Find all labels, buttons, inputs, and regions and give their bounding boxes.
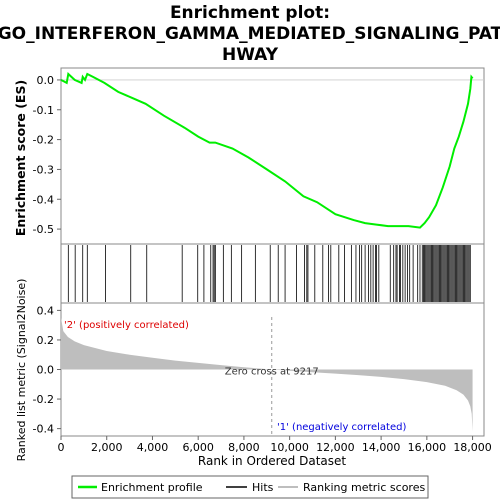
metric-ytick-label: -0.4	[33, 423, 54, 436]
es-panel: 0.0 -0.1 -0.2 -0.3 -0.4 -0.5 Enrichment score…	[13, 67, 485, 245]
x-tick-label: 8,000	[228, 441, 260, 454]
x-axis-label: Rank in Ordered Dataset	[198, 454, 346, 468]
metric-ytick-label: 0.2	[37, 334, 55, 347]
negative-correlation-label: '1' (negatively correlated)	[277, 422, 406, 433]
legend-metric-label: Ranking metric scores	[303, 481, 425, 494]
metric-ytick-label: 0.4	[37, 304, 55, 317]
hits-panel-frame	[60, 243, 485, 304]
es-ytick-label: -0.5	[33, 223, 54, 236]
x-tick-label: 12,000	[316, 441, 355, 454]
enrichment-profile-line	[60, 72, 474, 229]
title-line-2: GO_INTERFERON_GAMMA_MEDIATED_SIGNALING_P…	[0, 24, 500, 44]
x-tick-label: 14,000	[362, 441, 401, 454]
metric-panel: 0.4 0.2 0.0 -0.2 -0.4 '2' (positively correl…	[15, 279, 485, 462]
legend: Enrichment profile Hits Ranking metric s…	[71, 475, 429, 499]
es-ytick-label: -0.3	[33, 163, 54, 176]
title-line-1: Enrichment plot:	[170, 3, 330, 23]
zero-cross-label: Zero cross at 9217	[225, 367, 319, 378]
x-tick-label: 6,000	[182, 441, 214, 454]
x-tick-label: 18,000	[453, 441, 492, 454]
x-tick-label: 10,000	[270, 441, 309, 454]
metric-ylabel: Ranked list metric (Signal2Noise)	[15, 279, 28, 462]
ranking-metric-area	[61, 317, 473, 432]
es-ytick-label: -0.2	[33, 134, 54, 147]
es-ytick-label: -0.4	[33, 193, 54, 206]
title-line-3: HWAY	[222, 45, 279, 65]
metric-ytick-label: 0.0	[37, 364, 55, 377]
es-ylabel: Enrichment score (ES)	[13, 80, 28, 236]
x-tick-label: 4,000	[137, 441, 169, 454]
metric-ytick-label: -0.2	[33, 393, 54, 406]
es-ytick-label: -0.1	[33, 104, 54, 117]
legend-frame	[71, 475, 429, 499]
positive-correlation-label: '2' (positively correlated)	[64, 320, 189, 331]
legend-hits-label: Hits	[252, 481, 274, 494]
x-tick-label: 0	[58, 441, 65, 454]
x-tick-label: 16,000	[408, 441, 447, 454]
x-tick-label: 2,000	[91, 441, 123, 454]
legend-profile-label: Enrichment profile	[101, 481, 203, 494]
es-ytick-label: 0.0	[37, 74, 55, 87]
